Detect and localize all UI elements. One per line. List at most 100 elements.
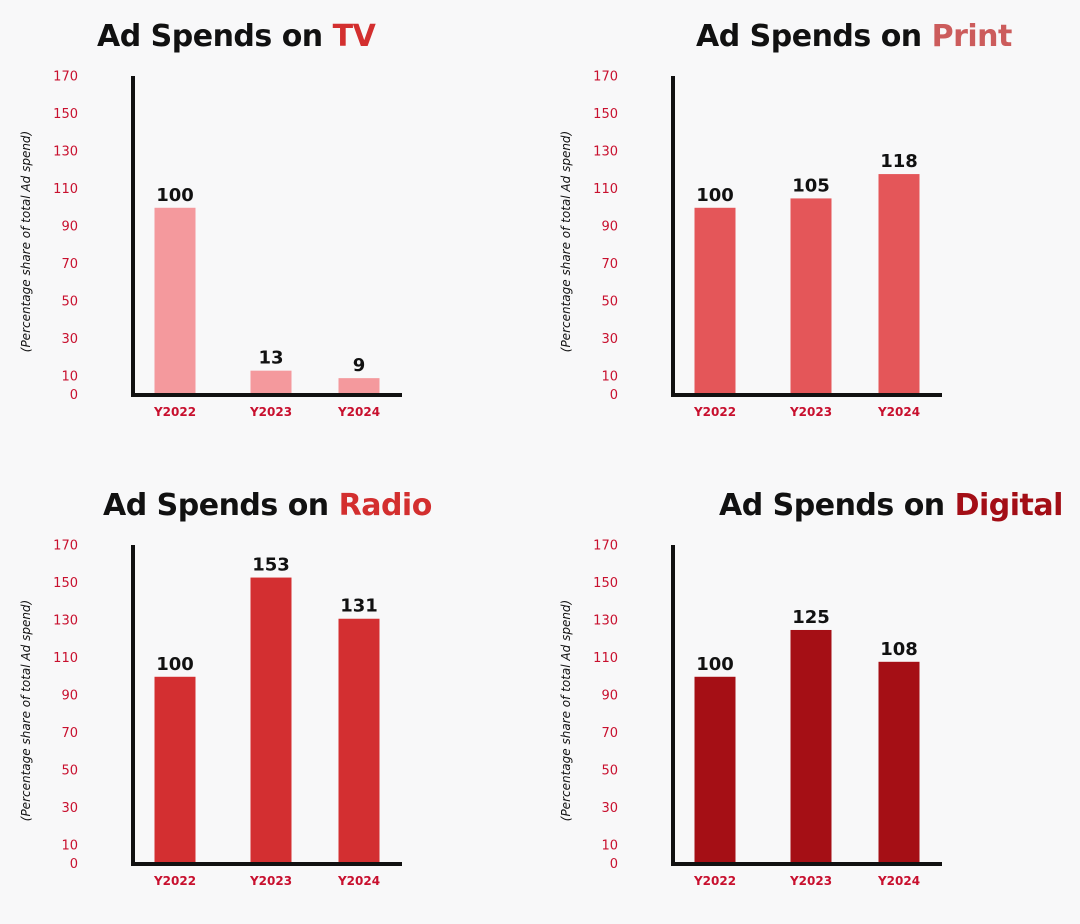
y-tick-label: 150 (53, 576, 78, 591)
y-axis-label: (Percentage share of total Ad spend) (559, 600, 573, 821)
chart-tv: Ad Spends on TV (Percentage share of tot… (0, 0, 540, 455)
y-tick-label: 50 (61, 294, 78, 309)
chart-print: Ad Spends on Print (Percentage share of … (540, 0, 1080, 455)
y-tick-label: 30 (61, 801, 78, 816)
y-tick-label: 50 (601, 763, 618, 778)
x-tick-label: Y2023 (789, 874, 832, 888)
bar-y2023 (790, 629, 832, 864)
value-label: 125 (792, 607, 830, 628)
y-tick-label: 130 (593, 145, 618, 160)
y-tick-label: 50 (601, 294, 618, 309)
bar-y2023 (250, 370, 292, 395)
y-tick-label: 10 (601, 838, 618, 853)
y-tick-label: 130 (593, 614, 618, 629)
x-tick-label: Y2022 (153, 874, 196, 888)
chart-title-prefix: Ad Spends on (696, 19, 932, 54)
value-label: 100 (696, 654, 734, 675)
x-tick-label: Y2023 (249, 405, 292, 419)
bar-y2022 (694, 207, 736, 395)
value-label: 9 (353, 355, 366, 376)
y-tick-label: 0 (610, 388, 618, 403)
x-tick-label: Y2024 (877, 405, 920, 419)
y-tick-label: 10 (601, 369, 618, 384)
y-tick-label: 170 (593, 539, 618, 554)
y-tick-label: 150 (593, 107, 618, 122)
y-tick-label: 70 (61, 257, 78, 272)
x-tick-label: Y2024 (337, 405, 380, 419)
x-tick-label: Y2024 (337, 874, 380, 888)
y-tick-label: 70 (601, 726, 618, 741)
x-tick-label: Y2023 (249, 874, 292, 888)
bar-chart-svg: (Percentage share of total Ad spend) 0 10 3… (559, 539, 942, 888)
bar-y2024 (878, 174, 920, 395)
y-tick-label: 110 (593, 651, 618, 666)
y-tick-label: 50 (61, 763, 78, 778)
y-tick-label: 110 (53, 182, 78, 197)
y-tick-label: 90 (61, 220, 78, 235)
y-tick-label: 170 (53, 539, 78, 554)
value-label: 100 (156, 185, 194, 206)
bar-y2023 (250, 577, 292, 864)
chart-digital: Ad Spends on Digital (Percentage share o… (540, 469, 1080, 924)
y-tick-label: 110 (53, 651, 78, 666)
bar-chart-svg: (Percentage share of total Ad spend) 0 10 3… (19, 70, 402, 419)
y-axis-label: (Percentage share of total Ad spend) (559, 131, 573, 352)
y-tick-label: 30 (61, 332, 78, 347)
bar-y2024 (338, 378, 380, 395)
y-tick-label: 170 (53, 70, 78, 85)
value-label: 131 (340, 596, 378, 617)
value-label: 118 (880, 151, 918, 172)
chart-title-highlight: Print (931, 19, 1013, 54)
value-label: 100 (156, 654, 194, 675)
x-tick-label: Y2022 (693, 874, 736, 888)
value-label: 108 (880, 639, 918, 660)
x-tick-label: Y2024 (877, 874, 920, 888)
y-tick-label: 110 (593, 182, 618, 197)
y-tick-label: 130 (53, 145, 78, 160)
x-tick-label: Y2022 (153, 405, 196, 419)
y-tick-label: 30 (601, 332, 618, 347)
y-tick-label: 0 (70, 388, 78, 403)
y-tick-label: 90 (61, 689, 78, 704)
y-tick-label: 0 (610, 857, 618, 872)
chart-title: Ad Spends on Digital (719, 483, 1063, 529)
chart-title-highlight: TV (332, 19, 376, 54)
bar-y2022 (154, 207, 196, 395)
chart-title-prefix: Ad Spends on (103, 488, 339, 523)
y-tick-label: 170 (593, 70, 618, 85)
y-tick-label: 150 (593, 576, 618, 591)
x-tick-label: Y2023 (789, 405, 832, 419)
value-label: 100 (696, 185, 734, 206)
bar-chart-svg: (Percentage share of total Ad spend) 0 10 3… (559, 70, 942, 419)
y-tick-label: 70 (61, 726, 78, 741)
y-axis-label: (Percentage share of total Ad spend) (19, 600, 33, 821)
bar-y2023 (790, 198, 832, 395)
bar-y2024 (338, 618, 380, 864)
y-tick-label: 10 (61, 838, 78, 853)
chart-title-highlight: Radio (338, 488, 433, 523)
bar-y2024 (878, 661, 920, 864)
y-tick-label: 130 (53, 614, 78, 629)
y-tick-label: 10 (61, 369, 78, 384)
y-tick-label: 90 (601, 689, 618, 704)
chart-title: Ad Spends on Radio (103, 483, 432, 529)
chart-title-prefix: Ad Spends on (97, 19, 333, 54)
chart-title-prefix: Ad Spends on (719, 488, 955, 523)
value-label: 153 (252, 555, 290, 576)
chart-title-highlight: Digital (954, 488, 1064, 523)
y-tick-label: 150 (53, 107, 78, 122)
value-label: 13 (258, 348, 283, 369)
x-tick-label: Y2022 (693, 405, 736, 419)
bar-chart-svg: (Percentage share of total Ad spend) 0 10 3… (19, 539, 402, 888)
y-tick-label: 0 (70, 857, 78, 872)
chart-title: Ad Spends on Print (696, 14, 1012, 60)
y-tick-label: 30 (601, 801, 618, 816)
chart-title: Ad Spends on TV (97, 14, 376, 60)
value-label: 105 (792, 175, 830, 196)
y-tick-label: 90 (601, 220, 618, 235)
chart-radio: Ad Spends on Radio (Percentage share of … (0, 469, 540, 924)
bar-y2022 (694, 676, 736, 864)
y-tick-label: 70 (601, 257, 618, 272)
y-axis-label: (Percentage share of total Ad spend) (19, 131, 33, 352)
